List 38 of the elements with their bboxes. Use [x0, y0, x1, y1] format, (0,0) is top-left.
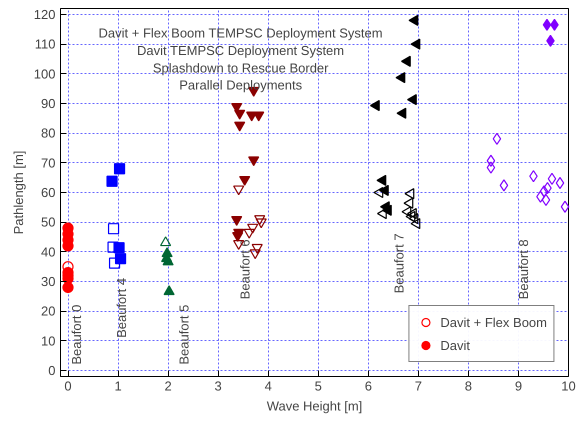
y-tick-label: 50: [41, 214, 56, 230]
y-tick-label: 120: [34, 6, 56, 22]
x-tick-label: 3: [214, 378, 222, 394]
x-tick-label: 1: [114, 378, 122, 394]
y-tick-label: 30: [41, 274, 56, 290]
annotation: Beaufort 0: [69, 304, 84, 365]
y-tick-label: 70: [41, 155, 56, 170]
x-tick-label: 10: [561, 378, 576, 394]
annotation: Beaufort 5: [176, 304, 192, 365]
x-tick-label: 6: [364, 378, 372, 394]
y-tick-label: 10: [41, 333, 56, 348]
annotation: Beaufort 4: [114, 278, 130, 338]
annotation: Parallel Deployments: [179, 78, 303, 93]
annotation: Davit TEMPSC Deployment System: [137, 42, 344, 58]
y-axis-title: Pathlength [m]: [10, 150, 26, 234]
x-tick-label: 8: [464, 378, 472, 394]
y-tick-label: 20: [41, 304, 56, 319]
annotation: Davit + Flex Boom TEMPSC Deployment System: [98, 26, 383, 41]
annotation: Beaufort 7: [391, 233, 406, 294]
y-tick-label: 110: [34, 36, 56, 52]
legend-label: Davit: [440, 338, 470, 352]
x-tick-label: 0: [64, 378, 72, 394]
x-tick-label: 2: [164, 378, 172, 394]
y-tick-label: 0: [48, 363, 56, 378]
annotation: Splashdown to Rescue Border: [152, 60, 330, 76]
y-tick-label: 60: [41, 185, 56, 200]
y-tick-label: 40: [41, 244, 56, 260]
x-tick-label: 7: [414, 378, 422, 394]
annotation: Beaufort 8: [516, 239, 531, 300]
y-tick-label: 80: [41, 126, 56, 141]
x-tick-label: 5: [314, 378, 322, 394]
y-tick-label: 100: [34, 66, 56, 82]
legend-label: Davit + Flex Boom: [440, 314, 547, 330]
x-tick-label: 4: [264, 378, 272, 394]
annotation: Beaufort 6: [238, 239, 253, 300]
x-axis-title: Wave Height [m]: [266, 398, 362, 414]
y-tick-label: 90: [41, 96, 56, 111]
x-tick-label: 9: [514, 378, 522, 394]
